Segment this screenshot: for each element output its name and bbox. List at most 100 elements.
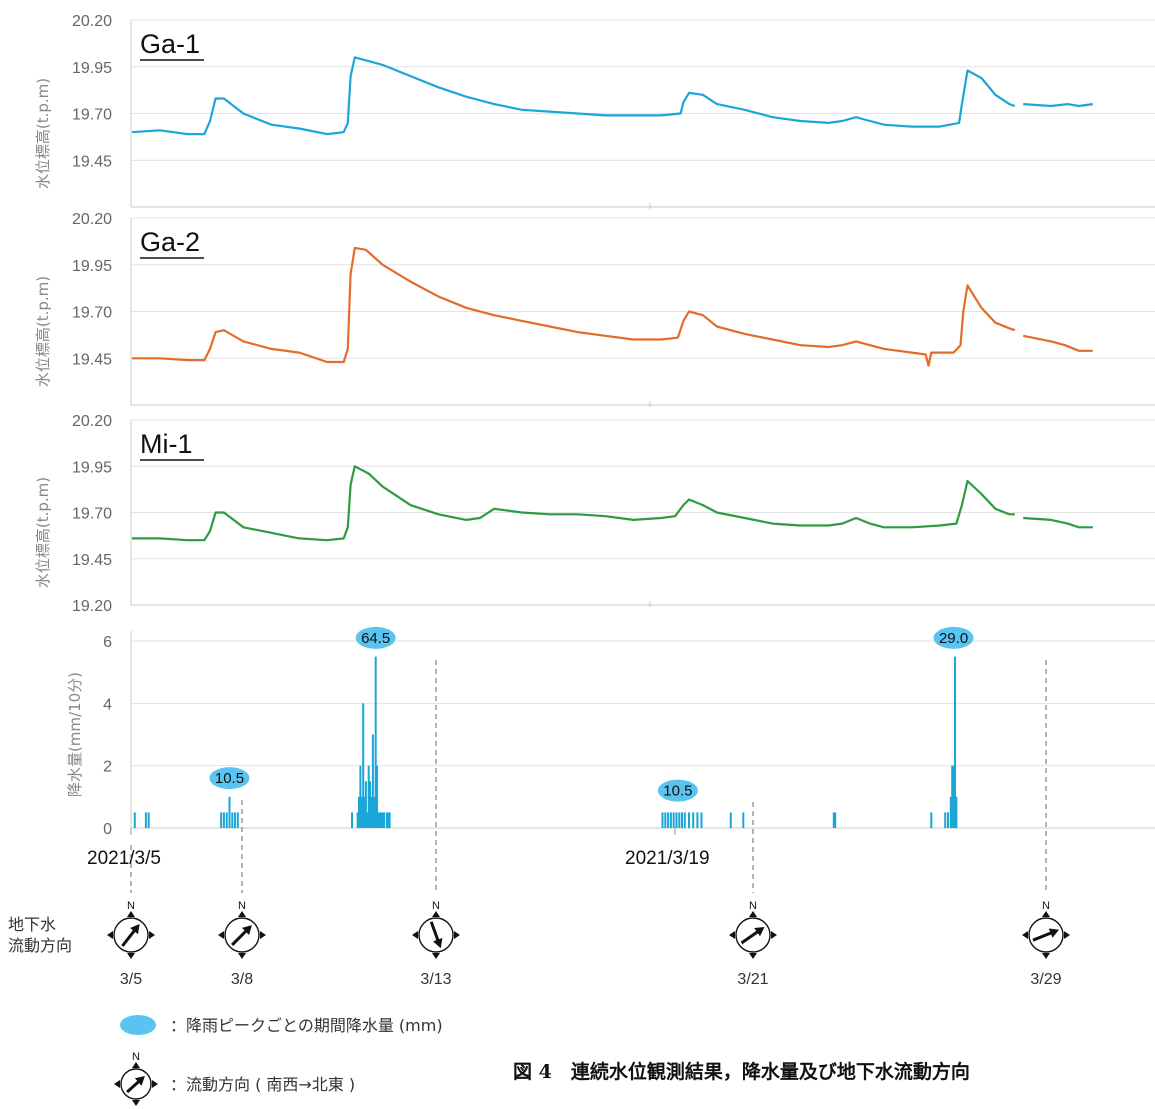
flow-arrow — [429, 921, 441, 944]
y-tick-label: 20.20 — [72, 13, 112, 30]
compass-point — [238, 953, 246, 959]
rain-bar — [220, 812, 223, 828]
rain-bar — [678, 812, 681, 828]
y-tick-label: 6 — [103, 634, 112, 651]
flow-arrowhead — [130, 924, 140, 935]
compass-point — [260, 931, 266, 939]
water-level-line — [132, 246, 1093, 367]
rain-bar — [388, 812, 391, 828]
rain-bar — [672, 812, 675, 828]
rain-bar — [681, 812, 683, 828]
legend-rain-label: ：降雨ピークごとの期間降水量 (mm) — [170, 1016, 443, 1035]
compass-point — [218, 931, 224, 939]
rain-total-label: 10.5 — [215, 770, 244, 787]
panel-mi-1: 20.20 19.95 19.70 19.45 19.20 水位標高(t.p.m) Mi-1 — [34, 413, 1155, 615]
flow-date-label: 3/21 — [737, 971, 768, 988]
y-tick-label: 19.20 — [72, 598, 112, 615]
rain-bar — [954, 656, 956, 828]
y-tick-label: 19.95 — [72, 459, 112, 476]
water-level-line — [131, 56, 1093, 136]
y-tick-label: 19.70 — [72, 107, 112, 124]
rain-bar — [955, 796, 958, 828]
rain-bar — [147, 812, 150, 828]
flow-arrowhead — [754, 927, 765, 937]
rain-total-badge — [657, 779, 698, 802]
flow-date-label: 3/29 — [1030, 971, 1061, 988]
rain-bar — [661, 812, 664, 828]
compass-point — [132, 1100, 140, 1106]
compass-point — [771, 931, 777, 939]
north-label: N — [238, 900, 246, 912]
flow-arrowhead — [242, 925, 252, 935]
y-tick-label: 19.45 — [72, 153, 112, 170]
rain-bar — [669, 812, 672, 828]
rain-bar — [930, 812, 933, 828]
compass-icon: N — [107, 900, 155, 959]
rain-bar — [675, 812, 678, 828]
flow-arrow — [1032, 930, 1054, 942]
rain-bar — [133, 812, 136, 828]
compass-point — [1042, 953, 1050, 959]
flow-arrow — [121, 927, 138, 947]
flow-date-label: 3/8 — [231, 971, 253, 988]
compass-icon: N — [218, 900, 266, 959]
figure-caption: 図 4 連続水位観測結果，降水量及び地下水流動方向 — [513, 1060, 970, 1083]
flow-direction-section: 地下水流動方向 N 3/5 N 3/8 N 3/13 N 3/21 N 3/29 — [8, 660, 1070, 988]
rain-bar — [683, 812, 686, 828]
compass-point — [114, 1080, 120, 1088]
rain-total-label: 64.5 — [361, 630, 390, 647]
compass-point — [432, 911, 440, 917]
y-tick-label: 19.45 — [72, 351, 112, 368]
station-label: Ga-1 — [140, 29, 200, 59]
compass-icon: N — [1022, 900, 1070, 959]
rain-bar — [356, 812, 359, 828]
rain-bar — [373, 796, 376, 828]
rain-bar — [370, 796, 373, 828]
rain-bar — [951, 765, 954, 828]
rain-bar — [358, 796, 360, 828]
rain-bar — [359, 765, 362, 828]
x-tick-label: 2021/3/19 — [625, 848, 710, 869]
north-label: N — [127, 900, 135, 912]
y-tick-label: 19.45 — [72, 552, 112, 569]
rain-bar — [664, 812, 667, 828]
rain-total-badge — [933, 626, 974, 649]
flow-date-label: 3/13 — [420, 971, 451, 988]
compass-point — [749, 953, 757, 959]
y-tick-label: 20.20 — [72, 211, 112, 228]
rain-bar — [225, 812, 228, 828]
rain-bar — [376, 765, 379, 828]
panel-rainfall: 6 4 2 0 降水量(mm/10分) 10.5 64.5 10.5 29.0 2021/3/5 2… — [66, 626, 1155, 869]
rain-total-label: 10.5 — [663, 783, 692, 800]
rain-bar — [377, 812, 380, 828]
rain-bar — [228, 796, 231, 828]
rain-bar — [385, 812, 388, 828]
rain-bar — [696, 812, 699, 828]
rain-bar — [362, 703, 365, 828]
rain-bar — [949, 796, 952, 828]
legend-rain-swatch — [120, 1015, 156, 1035]
rain-bar — [231, 812, 234, 828]
rain-total-badge — [209, 767, 250, 790]
rain-bar — [947, 812, 949, 828]
y-tick-label: 19.70 — [72, 305, 112, 322]
rain-bar — [222, 812, 225, 828]
rain-bar — [144, 812, 147, 828]
rain-bar — [360, 796, 363, 828]
rain-bar — [378, 812, 381, 828]
y-axis-label: 水位標高(t.p.m) — [34, 477, 52, 588]
flow-row-label-line1: 地下水 — [8, 915, 56, 934]
rain-bar — [364, 781, 367, 829]
compass-icon: N — [729, 900, 777, 959]
y-tick-label: 4 — [103, 696, 112, 713]
rain-bar — [700, 812, 703, 828]
rain-bar — [387, 812, 390, 828]
compass-point — [432, 953, 440, 959]
north-label: N — [432, 900, 440, 912]
rain-bar — [367, 765, 370, 828]
flow-arrow — [740, 929, 761, 945]
compass-point — [127, 911, 135, 917]
station-label: Ga-2 — [140, 227, 200, 257]
y-tick-label: 2 — [103, 759, 112, 776]
